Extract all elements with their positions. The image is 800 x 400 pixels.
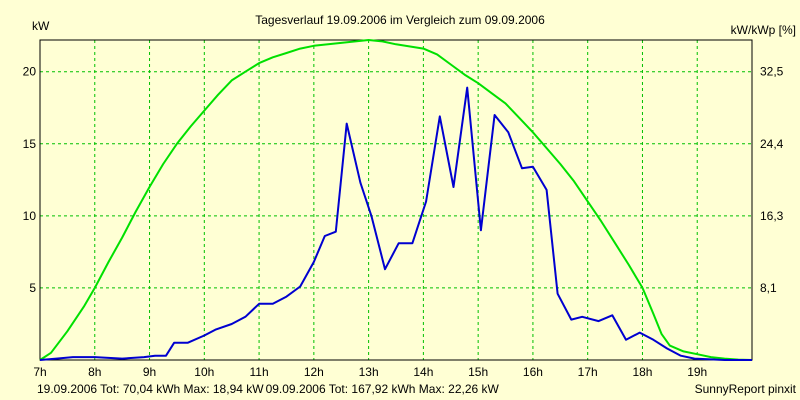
x-tick-label: 8h xyxy=(88,365,101,379)
series-lines xyxy=(39,39,753,361)
y-tick-label-left: 20 xyxy=(23,65,37,79)
series-line-19-09-2006 xyxy=(39,86,752,361)
axis-tick-labels: 7h 8h 9h 10h 11h 12h 13h 14h 15h 16h 17h 18h 19h 5 10 1… xyxy=(23,65,784,379)
x-tick-label: 12h xyxy=(304,365,324,379)
legend-entry-19-09: 19.09.2006 Tot: 70,04 kWh Max: 18,94 kW xyxy=(37,382,264,396)
y-tick-label-left: 10 xyxy=(23,209,37,223)
x-tick-label: 9h xyxy=(143,365,156,379)
right-axis-unit-label: kW/kWp [%] xyxy=(731,23,796,37)
x-tick-label: 14h xyxy=(413,365,433,379)
grid-lines xyxy=(40,40,752,360)
x-tick-label: 19h xyxy=(687,365,707,379)
series-line-09-09-2006 xyxy=(39,39,753,361)
plot-frame xyxy=(39,39,753,361)
y-tick-label-left: 15 xyxy=(23,137,37,151)
left-axis-unit-label: kW xyxy=(32,19,50,33)
y-tick-label-right: 24,4 xyxy=(760,137,784,151)
y-tick-label-right: 8,1 xyxy=(760,281,777,295)
legend-entry-09-09: 09.09.2006 Tot: 167,92 kWh Max: 22,26 kW xyxy=(266,382,500,396)
x-tick-label: 16h xyxy=(523,365,543,379)
x-tick-label: 11h xyxy=(250,365,269,379)
y-tick-label-right: 16,3 xyxy=(760,209,784,223)
x-tick-label: 13h xyxy=(359,365,379,379)
x-tick-label: 10h xyxy=(194,365,214,379)
x-tick-label: 18h xyxy=(632,365,652,379)
x-tick-label: 17h xyxy=(578,365,598,379)
x-tick-label: 15h xyxy=(468,365,488,379)
y-tick-label-left: 5 xyxy=(29,281,36,295)
x-tick-label: 7h xyxy=(33,365,46,379)
y-tick-label-right: 32,5 xyxy=(760,65,784,79)
credit-label: SunnyReport pinxit xyxy=(695,382,797,396)
chart-title: Tagesverlauf 19.09.2006 im Vergleich zum… xyxy=(255,13,545,27)
